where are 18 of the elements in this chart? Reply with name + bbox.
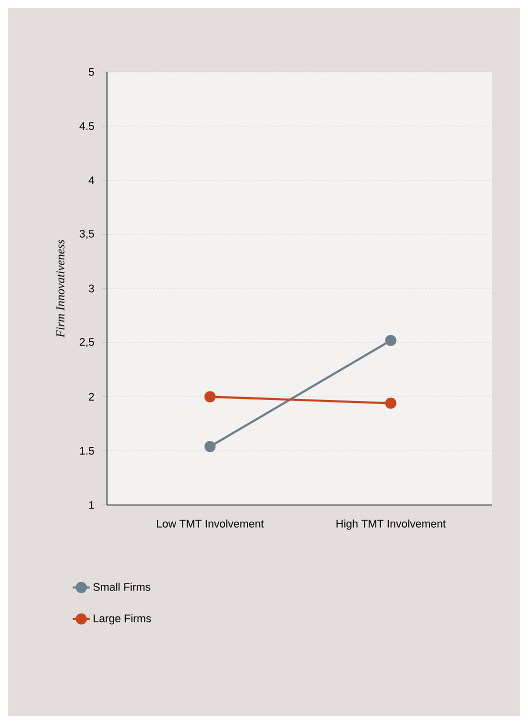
legend-label: Small Firms	[93, 582, 150, 591]
x-tick-label: Low TMT Involvement	[157, 520, 264, 528]
point	[385, 334, 396, 346]
point	[204, 391, 216, 402]
y-tick-label: 2	[88, 392, 94, 401]
y-tick-label: 3	[88, 284, 94, 292]
legend-label: Large Firms	[94, 614, 151, 624]
y-axis-title: Firm Innovativeness	[56, 240, 64, 338]
y-tick-label: 4.5	[79, 122, 94, 130]
y-tick-label: 4	[88, 176, 94, 184]
x-tick-label: High TMT Involvement	[336, 520, 446, 530]
y-tick-label: 5	[88, 68, 94, 76]
y-tick-label: 1.5	[80, 447, 94, 455]
y-tick-label: 3,5	[80, 230, 94, 239]
y-tick-label: 2,5	[80, 338, 94, 348]
y-tick-label: 1	[89, 501, 94, 509]
point	[204, 440, 216, 452]
point	[385, 398, 396, 409]
